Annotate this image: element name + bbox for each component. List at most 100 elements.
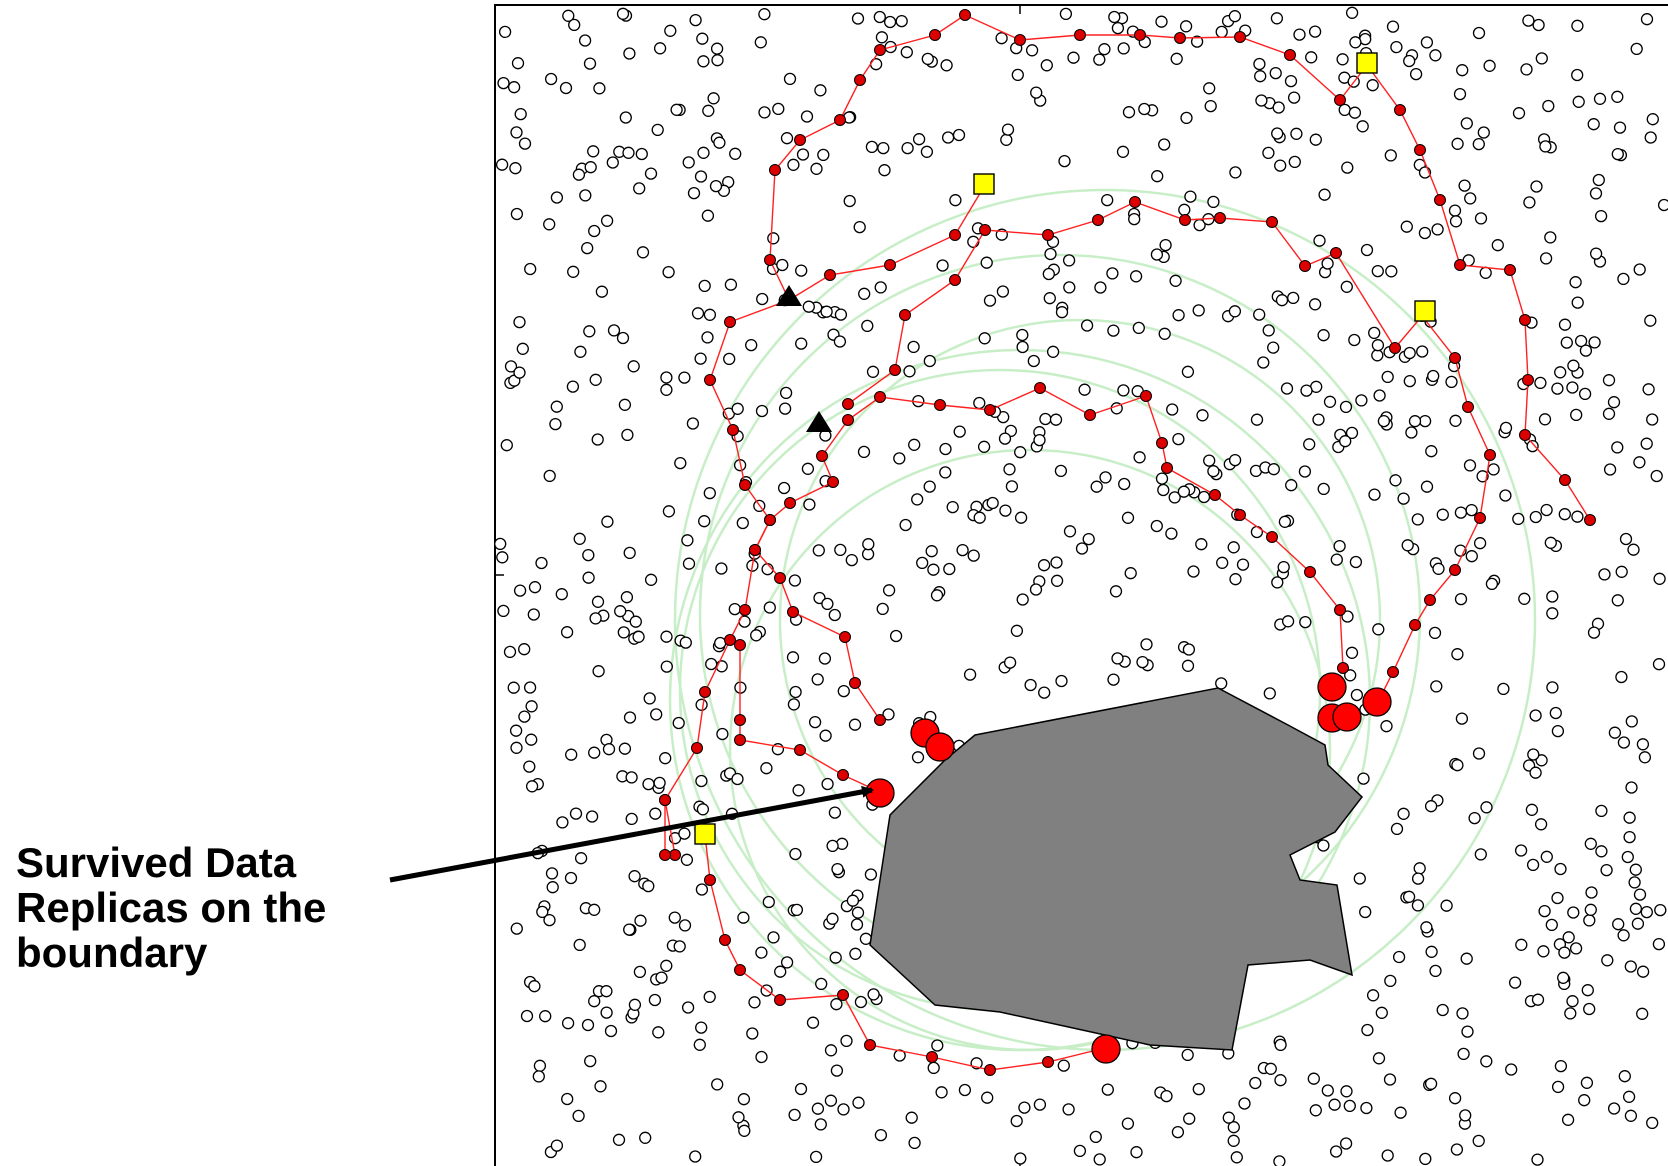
- sensor-node: [1001, 123, 1015, 136]
- filled-dot-icon: [1484, 449, 1496, 461]
- sensor-node: [533, 1059, 547, 1072]
- sensor-node: [1255, 94, 1268, 107]
- filled-dot-icon: [704, 874, 716, 886]
- sensor-node: [1431, 223, 1444, 236]
- sensor-node: [701, 209, 715, 222]
- sensor-node: [1177, 485, 1191, 498]
- sensor-node: [1457, 1047, 1470, 1061]
- filled-dot-icon: [1330, 247, 1342, 259]
- sensor-node: [1338, 103, 1351, 117]
- black-triangle-icon: [776, 285, 802, 306]
- sensor-node: [1587, 626, 1601, 639]
- sensor-node: [1644, 131, 1657, 144]
- sensor-node: [834, 543, 847, 557]
- sensor-node: [1650, 469, 1663, 483]
- sensor-node: [1408, 415, 1422, 428]
- sensor-node: [873, 10, 886, 24]
- sensor-node: [1397, 492, 1410, 505]
- sensor-node: [1445, 375, 1458, 389]
- filled-dot-icon: [1214, 212, 1226, 224]
- yellow-square-icon: [1356, 52, 1378, 74]
- sensor-node: [1587, 118, 1600, 131]
- sensor-node: [1341, 610, 1354, 623]
- sensor-node: [1033, 433, 1046, 447]
- sensor-node: [1625, 781, 1638, 794]
- sensor-node: [550, 1139, 564, 1152]
- sensor-node: [1170, 52, 1183, 65]
- sensor-node: [549, 417, 562, 431]
- sensor-node: [774, 965, 787, 978]
- sensor-node: [1328, 1098, 1341, 1111]
- sensor-node: [1250, 413, 1264, 426]
- sensor-node: [660, 959, 673, 972]
- sensor-node: [1059, 7, 1073, 21]
- sensor-node: [1545, 918, 1558, 932]
- sensor-node: [1350, 688, 1364, 702]
- sensor-node: [824, 1044, 838, 1057]
- sensor-node: [579, 189, 592, 202]
- filled-dot-icon: [724, 634, 736, 646]
- sensor-node: [1640, 437, 1653, 450]
- sensor-node: [1621, 850, 1634, 864]
- sensor-node: [1375, 1006, 1388, 1019]
- sensor-node: [664, 24, 677, 37]
- filled-dot-icon: [704, 374, 716, 386]
- filled-dot-icon: [854, 74, 866, 86]
- sensor-node: [1413, 862, 1426, 875]
- large-red-circle-icon: [1362, 687, 1392, 717]
- sensor-node: [1409, 67, 1423, 81]
- sensor-node: [1646, 1116, 1659, 1130]
- sensor-node: [1329, 1145, 1343, 1158]
- sensor-node: [1534, 818, 1548, 831]
- sensor-node: [649, 807, 662, 820]
- sensor-node: [809, 1150, 823, 1164]
- sensor-node: [815, 977, 828, 991]
- sensor-node: [518, 643, 531, 656]
- sensor-node: [1271, 576, 1284, 589]
- sensor-node: [582, 571, 595, 584]
- filled-dot-icon: [1129, 196, 1141, 208]
- sensor-node: [1187, 565, 1200, 578]
- sensor-node: [544, 72, 558, 86]
- filled-dot-icon: [794, 134, 806, 146]
- sensor-node: [1098, 43, 1111, 56]
- sensor-node: [767, 931, 780, 944]
- sensor-node: [1192, 304, 1205, 317]
- annotation-line-3: boundary: [16, 929, 208, 976]
- sensor-node: [1348, 106, 1362, 119]
- sensor-node: [680, 853, 694, 866]
- sensor-node: [1529, 766, 1542, 779]
- sensor-node: [618, 742, 632, 755]
- sensor-node: [620, 591, 634, 604]
- sensor-node: [635, 147, 648, 161]
- sensor-node: [1611, 147, 1624, 161]
- sensor-node: [1050, 556, 1063, 569]
- sensor-node: [1538, 904, 1551, 918]
- sensor-node: [509, 724, 523, 737]
- sensor-node: [1128, 212, 1141, 226]
- sensor-node: [1157, 483, 1170, 497]
- sensor-node: [882, 708, 895, 721]
- sensor-node: [1136, 655, 1149, 669]
- sensor-node: [1619, 532, 1633, 546]
- sensor-node: [1262, 324, 1275, 337]
- sensor-node: [1551, 1080, 1565, 1094]
- filled-dot-icon: [1161, 462, 1173, 474]
- sensor-node: [851, 12, 865, 25]
- sensor-node: [1567, 359, 1580, 372]
- sensor-node: [1420, 921, 1433, 934]
- sensor-node: [1451, 648, 1464, 661]
- sensor-node: [1203, 82, 1216, 95]
- sensor-node: [755, 404, 769, 418]
- sensor-node: [1339, 400, 1353, 414]
- sensor-node: [829, 951, 842, 964]
- sensor-node: [1360, 1101, 1373, 1115]
- sensor-node: [524, 262, 537, 276]
- sensor-node: [1557, 971, 1570, 984]
- sensor-node: [845, 553, 858, 567]
- sensor-node: [1540, 503, 1553, 517]
- sensor-node: [496, 551, 509, 564]
- sensor-node: [1571, 19, 1584, 32]
- sensor-node: [500, 439, 513, 452]
- sensor-node: [849, 947, 862, 960]
